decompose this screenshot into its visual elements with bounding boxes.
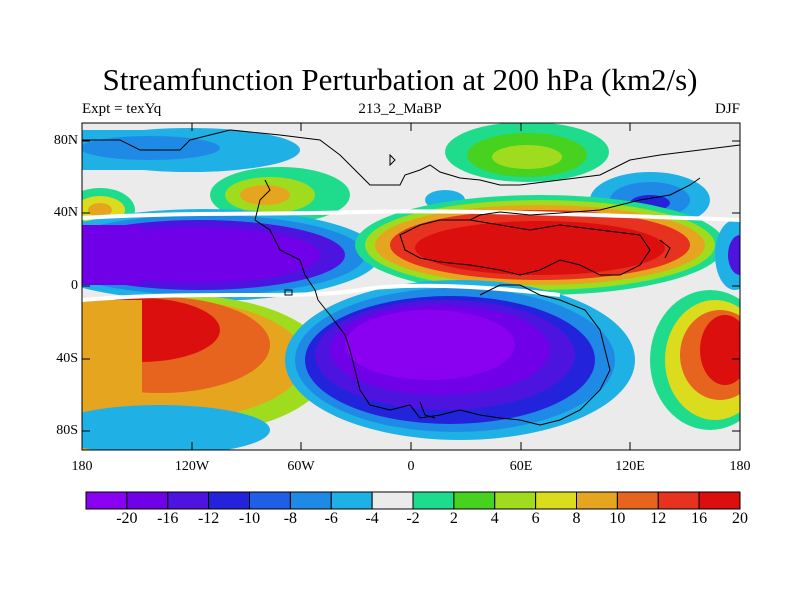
colorbar-swatch	[535, 491, 577, 510]
lon-label-0: 0	[407, 459, 415, 474]
lat-label-0: 0	[71, 278, 78, 293]
colorbar-swatch	[85, 491, 128, 510]
colorbar-tick-label: -4	[365, 510, 379, 527]
colorbar-swatch	[698, 491, 741, 510]
colorbar-tick-label: -12	[197, 510, 220, 527]
lon-label-180e: 180	[729, 459, 751, 474]
colorbar-tick-label: 2	[449, 510, 458, 527]
colorbar-swatch	[576, 491, 618, 510]
lon-label-60e: 60E	[509, 459, 533, 474]
lat-label-40n: 40N	[53, 205, 78, 220]
lon-label-180w: 180	[71, 459, 93, 474]
colorbar-tick-label: 20	[732, 510, 748, 527]
colorbar-tick-label: 16	[691, 510, 708, 527]
experiment-label: Expt = texYq	[82, 101, 162, 117]
colorbar-tick-label: 8	[572, 510, 581, 527]
colorbar-tick-label: -8	[283, 510, 298, 527]
lon-label-120w: 120W	[174, 459, 210, 474]
lat-ticks	[82, 140, 740, 432]
colorbar-swatch	[657, 491, 700, 510]
colorbar-tick-label: -20	[116, 510, 138, 527]
lat-label-80n: 80N	[53, 133, 78, 148]
colorbar-swatch	[371, 491, 414, 510]
colorbar-swatch	[289, 491, 332, 510]
colorbar-swatch	[453, 491, 496, 510]
colorbar-swatch	[494, 491, 537, 510]
streamfunction-field	[82, 123, 740, 450]
colorbar-tick-label: 6	[531, 510, 540, 527]
colorbar-tick-label: -6	[324, 510, 338, 527]
lat-label-80s: 80S	[56, 423, 78, 438]
colorbar-tick-label: -16	[157, 510, 179, 527]
lon-ticks	[191, 123, 631, 450]
colorbar-swatch	[249, 491, 291, 510]
run-id-label: 213_2_MaBP	[358, 101, 442, 117]
colorbar	[85, 491, 741, 510]
colorbar-swatch	[126, 491, 169, 510]
lon-label-60w: 60W	[287, 459, 315, 474]
colorbar-tick-label: -2	[406, 510, 420, 527]
colorbar-swatch	[208, 491, 250, 510]
season-label: DJF	[714, 101, 740, 117]
colorbar-tick-label: -10	[238, 510, 261, 527]
lon-label-120e: 120E	[615, 459, 645, 474]
map-title: Streamfunction Perturbation at 200 hPa (…	[102, 62, 698, 97]
colorbar-tick-label: 12	[650, 510, 667, 527]
lat-label-40s: 40S	[56, 351, 78, 366]
coastlines	[82, 129, 740, 426]
colorbar-swatch	[167, 491, 210, 510]
colorbar-swatch	[412, 491, 455, 510]
colorbar-swatch	[330, 491, 373, 510]
colorbar-swatch	[616, 491, 659, 510]
colorbar-tick-label: 10	[609, 510, 626, 527]
colorbar-tick-label: 4	[490, 510, 499, 527]
